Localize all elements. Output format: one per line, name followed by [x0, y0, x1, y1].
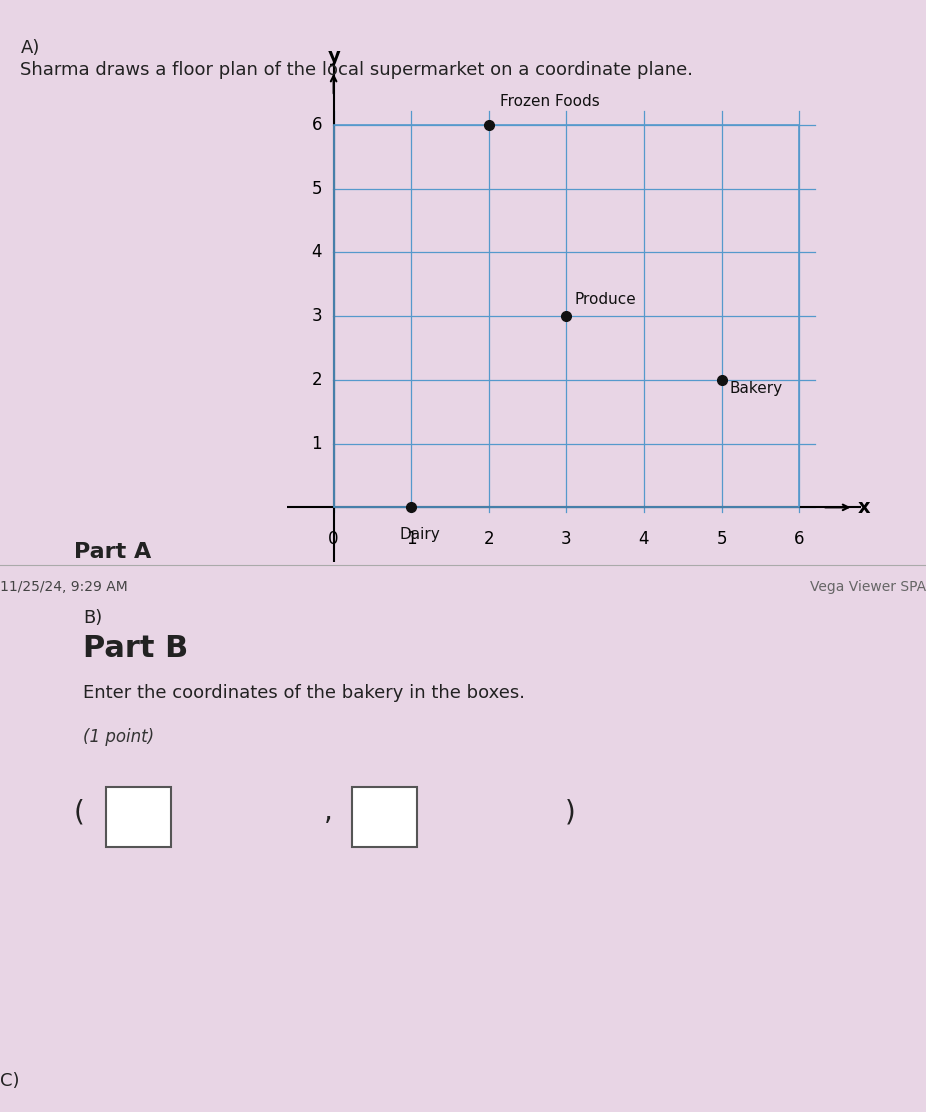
- Text: B): B): [83, 609, 103, 627]
- Text: Part A: Part A: [74, 542, 151, 562]
- Text: y: y: [327, 47, 340, 67]
- Text: x: x: [857, 498, 870, 517]
- Text: 2: 2: [483, 529, 494, 548]
- FancyBboxPatch shape: [106, 787, 171, 847]
- Text: 11/25/24, 9:29 AM: 11/25/24, 9:29 AM: [0, 580, 128, 595]
- Text: 3: 3: [561, 529, 571, 548]
- Text: 0: 0: [329, 529, 339, 548]
- Text: Bakery: Bakery: [730, 380, 782, 396]
- Text: 2: 2: [311, 371, 322, 389]
- Text: 3: 3: [311, 307, 322, 325]
- Text: 4: 4: [311, 244, 322, 261]
- Text: Sharma draws a floor plan of the local supermarket on a coordinate plane.: Sharma draws a floor plan of the local s…: [20, 61, 694, 79]
- Text: C): C): [0, 1072, 19, 1090]
- Text: 5: 5: [311, 180, 322, 198]
- Text: 6: 6: [311, 116, 322, 133]
- Text: 1: 1: [311, 435, 322, 453]
- Text: 4: 4: [639, 529, 649, 548]
- Bar: [333, 125, 799, 507]
- Text: 1: 1: [406, 529, 417, 548]
- Text: Enter the coordinates of the bakery in the boxes.: Enter the coordinates of the bakery in t…: [83, 684, 525, 702]
- Text: 5: 5: [717, 529, 727, 548]
- Text: 6: 6: [794, 529, 805, 548]
- Text: ,: ,: [324, 798, 333, 826]
- Text: (: (: [74, 798, 85, 826]
- FancyBboxPatch shape: [352, 787, 417, 847]
- Text: A): A): [20, 39, 40, 57]
- Text: Dairy: Dairy: [399, 527, 440, 543]
- Text: Frozen Foods: Frozen Foods: [500, 95, 600, 109]
- Text: (1 point): (1 point): [83, 728, 155, 746]
- Text: Part B: Part B: [83, 634, 189, 663]
- Text: Produce: Produce: [574, 291, 636, 307]
- Text: Vega Viewer SPA: Vega Viewer SPA: [810, 580, 926, 595]
- Text: ): ): [565, 798, 576, 826]
